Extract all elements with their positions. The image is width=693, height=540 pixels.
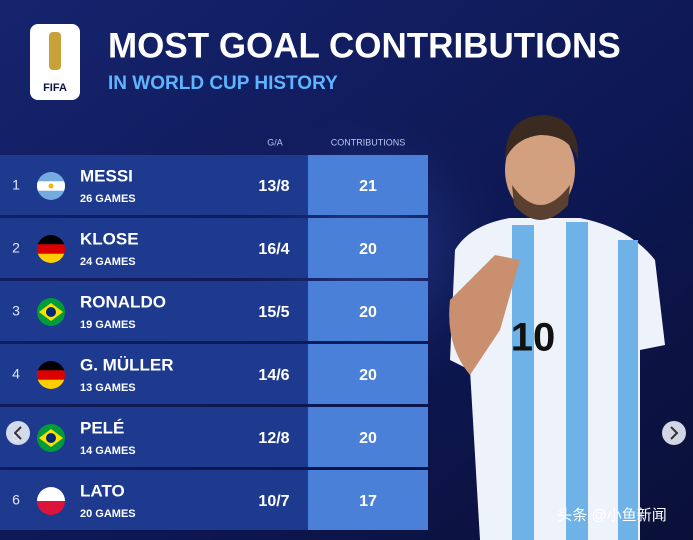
goals-assists: 15/5	[258, 304, 289, 321]
player-name: MESSI	[80, 166, 133, 185]
player-name: PELÉ	[80, 418, 124, 437]
title: MOST GOAL CONTRIBUTIONS	[108, 26, 621, 65]
table-row: 2 KLOSE 24 GAMES 16/4 20	[0, 218, 428, 278]
games: 19 GAMES	[80, 319, 136, 331]
logo-text: FIFA	[43, 82, 67, 94]
rank: 6	[12, 492, 20, 508]
flag	[37, 424, 65, 452]
table: 1 MESSI 26 GAMES 13/8 21 2 KLOSE 24 GAMES 16/4 20…	[0, 155, 428, 530]
contributions: 20	[359, 241, 377, 258]
games: 14 GAMES	[80, 445, 136, 457]
rank: 4	[12, 366, 20, 382]
player-name: KLOSE	[80, 229, 139, 248]
rank: 2	[12, 240, 20, 256]
goals-assists: 14/6	[258, 367, 289, 384]
table-row: 1 MESSI 26 GAMES 13/8 21	[0, 155, 428, 215]
flag	[37, 172, 65, 200]
contributions-cell	[308, 407, 428, 467]
goals-assists: 12/8	[258, 430, 289, 447]
games: 24 GAMES	[80, 256, 136, 268]
contributions-cell	[308, 218, 428, 278]
contributions-cell	[308, 281, 428, 341]
goals-assists: 16/4	[258, 241, 289, 258]
contributions-cell	[308, 155, 428, 215]
column-header: G/A	[267, 137, 283, 147]
table-row: 4 G. MÜLLER 13 GAMES 14/6 20	[0, 344, 428, 404]
player-name: RONALDO	[80, 292, 166, 311]
jersey-number: 10	[511, 316, 556, 360]
subtitle: IN WORLD CUP HISTORY	[108, 73, 338, 94]
games: 26 GAMES	[80, 193, 136, 205]
column-header: CONTRIBUTIONS	[331, 137, 406, 147]
player-photo: 10	[449, 115, 665, 540]
flag	[37, 298, 65, 326]
goals-assists: 13/8	[258, 178, 289, 195]
table-row: 6 LATO 20 GAMES 10/7 17	[0, 470, 428, 530]
games: 13 GAMES	[80, 382, 136, 394]
watermark: 头条 @小鱼新闻	[557, 506, 666, 524]
next-button[interactable]	[662, 421, 686, 445]
player-name: LATO	[80, 481, 125, 500]
contributions: 20	[359, 430, 377, 447]
player-name: G. MÜLLER	[80, 355, 174, 374]
prev-button[interactable]	[6, 421, 30, 445]
logo: FIFA	[30, 24, 80, 100]
contributions: 20	[359, 304, 377, 321]
contributions-cell	[308, 470, 428, 530]
contributions: 21	[359, 178, 377, 195]
table-row: 3 RONALDO 19 GAMES 15/5 20	[0, 281, 428, 341]
flag	[37, 361, 65, 389]
rank: 3	[12, 303, 20, 319]
rank: 1	[12, 177, 20, 193]
flag	[37, 487, 65, 515]
contributions-cell	[308, 344, 428, 404]
contributions: 20	[359, 367, 377, 384]
flag	[37, 235, 65, 263]
contributions: 17	[359, 493, 377, 510]
goals-assists: 10/7	[258, 493, 289, 510]
games: 20 GAMES	[80, 508, 136, 520]
